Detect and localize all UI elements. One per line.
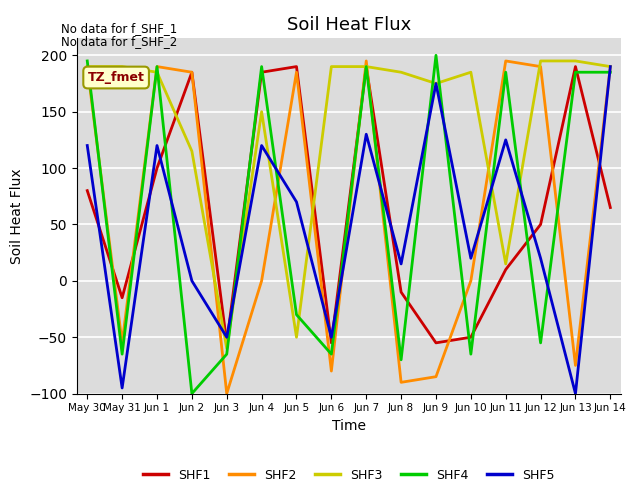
Text: No data for f_SHF_2: No data for f_SHF_2 <box>61 35 177 48</box>
Text: No data for f_SHF_1: No data for f_SHF_1 <box>61 22 177 35</box>
X-axis label: Time: Time <box>332 419 366 433</box>
Y-axis label: Soil Heat Flux: Soil Heat Flux <box>10 168 24 264</box>
Legend: SHF1, SHF2, SHF3, SHF4, SHF5: SHF1, SHF2, SHF3, SHF4, SHF5 <box>138 464 560 480</box>
Title: Soil Heat Flux: Soil Heat Flux <box>287 16 411 34</box>
Text: TZ_fmet: TZ_fmet <box>88 71 145 84</box>
